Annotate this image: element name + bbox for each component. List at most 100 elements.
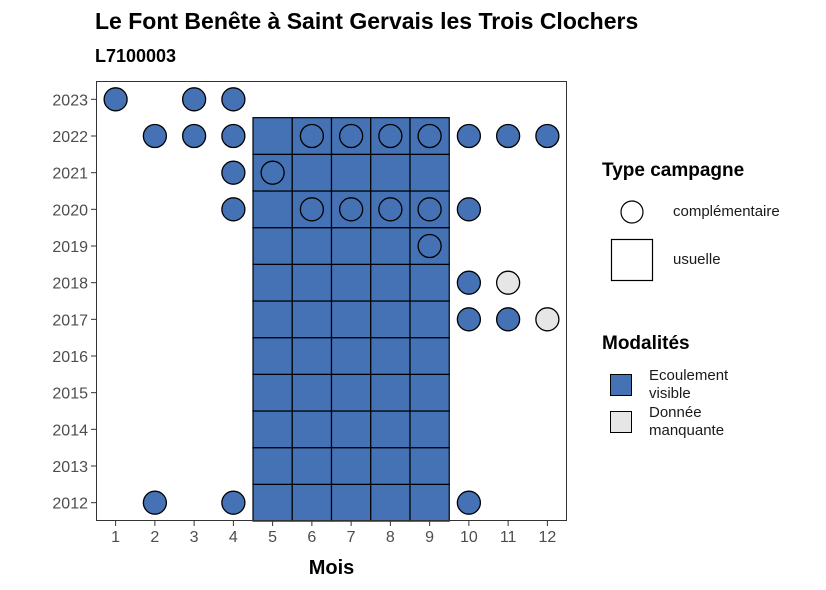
usuelle-tile	[409, 447, 450, 485]
usuelle-tile	[252, 373, 293, 412]
usuelle-tile	[370, 447, 411, 485]
usuelle-tile	[291, 337, 333, 375]
usuelle-tile	[252, 410, 293, 449]
legend-type-label-complementaire: complémentaire	[673, 203, 780, 220]
x-tick-label: 8	[386, 529, 395, 546]
y-tick-label: 2019	[52, 239, 88, 256]
x-axis-title: Mois	[309, 557, 355, 579]
y-tick-label: 2015	[52, 386, 88, 403]
usuelle-tile	[291, 483, 333, 522]
usuelle-tile	[252, 190, 293, 229]
complementaire-point	[181, 123, 207, 149]
panel-border	[96, 81, 567, 521]
usuelle-tile	[330, 263, 372, 302]
usuelle-tile	[330, 153, 372, 192]
usuelle-tile	[252, 337, 293, 375]
usuelle-tile	[370, 410, 411, 449]
x-tick-label: 11	[500, 529, 517, 546]
usuelle-tile	[291, 373, 333, 412]
usuelle-tile	[291, 410, 333, 449]
usuelle-tile	[370, 263, 411, 302]
complementaire-point	[456, 270, 482, 295]
complementaire-point	[495, 123, 521, 149]
legend-key-ecoulement	[610, 374, 632, 396]
complementaire-point	[417, 233, 442, 259]
x-tick-label: 7	[347, 529, 356, 546]
usuelle-tile	[291, 153, 333, 192]
complementaire-point	[338, 197, 364, 222]
y-tick-label: 2023	[52, 92, 88, 109]
usuelle-tile	[291, 447, 333, 485]
usuelle-tile	[409, 483, 450, 522]
legend-mod-keys	[610, 374, 632, 433]
usuelle-tile	[330, 483, 372, 522]
complementaire-point	[535, 123, 560, 149]
usuelle-tile	[370, 373, 411, 412]
complementaire-point	[299, 123, 325, 149]
y-tick-label: 2012	[52, 496, 88, 513]
usuelle-tile	[370, 337, 411, 375]
usuelle-tile	[291, 263, 333, 302]
x-tick-label: 12	[538, 529, 556, 546]
complementaire-point	[221, 123, 246, 149]
usuelle-tile	[252, 447, 293, 485]
complementaire-point	[221, 197, 246, 222]
y-tick-label: 2017	[52, 312, 88, 329]
usuelle-tile	[370, 153, 411, 192]
usuelle-tile	[409, 410, 450, 449]
complementaire-point	[378, 197, 403, 222]
legend-type-label-usuelle: usuelle	[673, 251, 721, 268]
complementaire-point	[221, 160, 246, 185]
y-tick-label: 2020	[52, 202, 88, 219]
usuelle-tile	[330, 447, 372, 485]
complementaire-point	[221, 87, 246, 112]
legend-type-title: Type campagne	[602, 160, 745, 181]
x-tick-label: 4	[229, 529, 238, 546]
y-tick-label: 2013	[52, 459, 88, 476]
legend-circle-key	[620, 200, 644, 224]
complementaire-point	[495, 307, 521, 332]
usuelle-tile	[330, 227, 372, 265]
y-tick-label: 2021	[52, 166, 88, 183]
usuelle-tile	[291, 300, 333, 339]
complementaire-point	[456, 490, 482, 515]
usuelle-tile	[252, 300, 293, 339]
complementaire-point	[260, 160, 285, 185]
complementaire-point	[456, 123, 482, 149]
usuelle-tile	[330, 300, 372, 339]
y-tick-label: 2022	[52, 129, 88, 146]
complementaire-point	[221, 490, 246, 515]
complementaire-point	[417, 123, 442, 149]
complementaire-point	[417, 197, 442, 222]
legend-mod-label-manquante: Donnée manquante	[649, 404, 725, 439]
x-tick-label: 5	[268, 529, 277, 546]
x-tick-label: 6	[307, 529, 316, 546]
usuelle-tile	[370, 300, 411, 339]
usuelle-tile	[291, 227, 333, 265]
usuelle-tile	[370, 483, 411, 522]
x-tick-label: 3	[190, 529, 199, 546]
usuelle-tile	[252, 117, 293, 155]
y-tick-label: 2014	[52, 422, 88, 439]
complementaire-point	[378, 123, 403, 149]
legend-square-key	[610, 238, 654, 282]
usuelle-tile	[252, 263, 293, 302]
usuelle-tile	[409, 263, 450, 302]
complementaire-point	[495, 270, 521, 295]
chart-subtitle: L7100003	[95, 46, 177, 66]
complementaire-point	[338, 123, 364, 149]
legend-mod-title: Modalités	[602, 333, 690, 354]
y-tick-label: 2018	[52, 276, 88, 293]
complementaire-point	[142, 123, 168, 149]
x-tick-label: 9	[425, 529, 434, 546]
complementaire-point	[456, 307, 482, 332]
y-tick-label: 2016	[52, 349, 88, 366]
usuelle-tile	[409, 373, 450, 412]
legend-type-keys	[610, 200, 654, 282]
complementaire-point	[456, 197, 482, 222]
chart-title: Le Font Benête à Saint Gervais les Trois…	[95, 8, 639, 34]
usuelle-tile	[330, 337, 372, 375]
complementaire-point	[181, 87, 207, 112]
usuelle-tile	[330, 410, 372, 449]
